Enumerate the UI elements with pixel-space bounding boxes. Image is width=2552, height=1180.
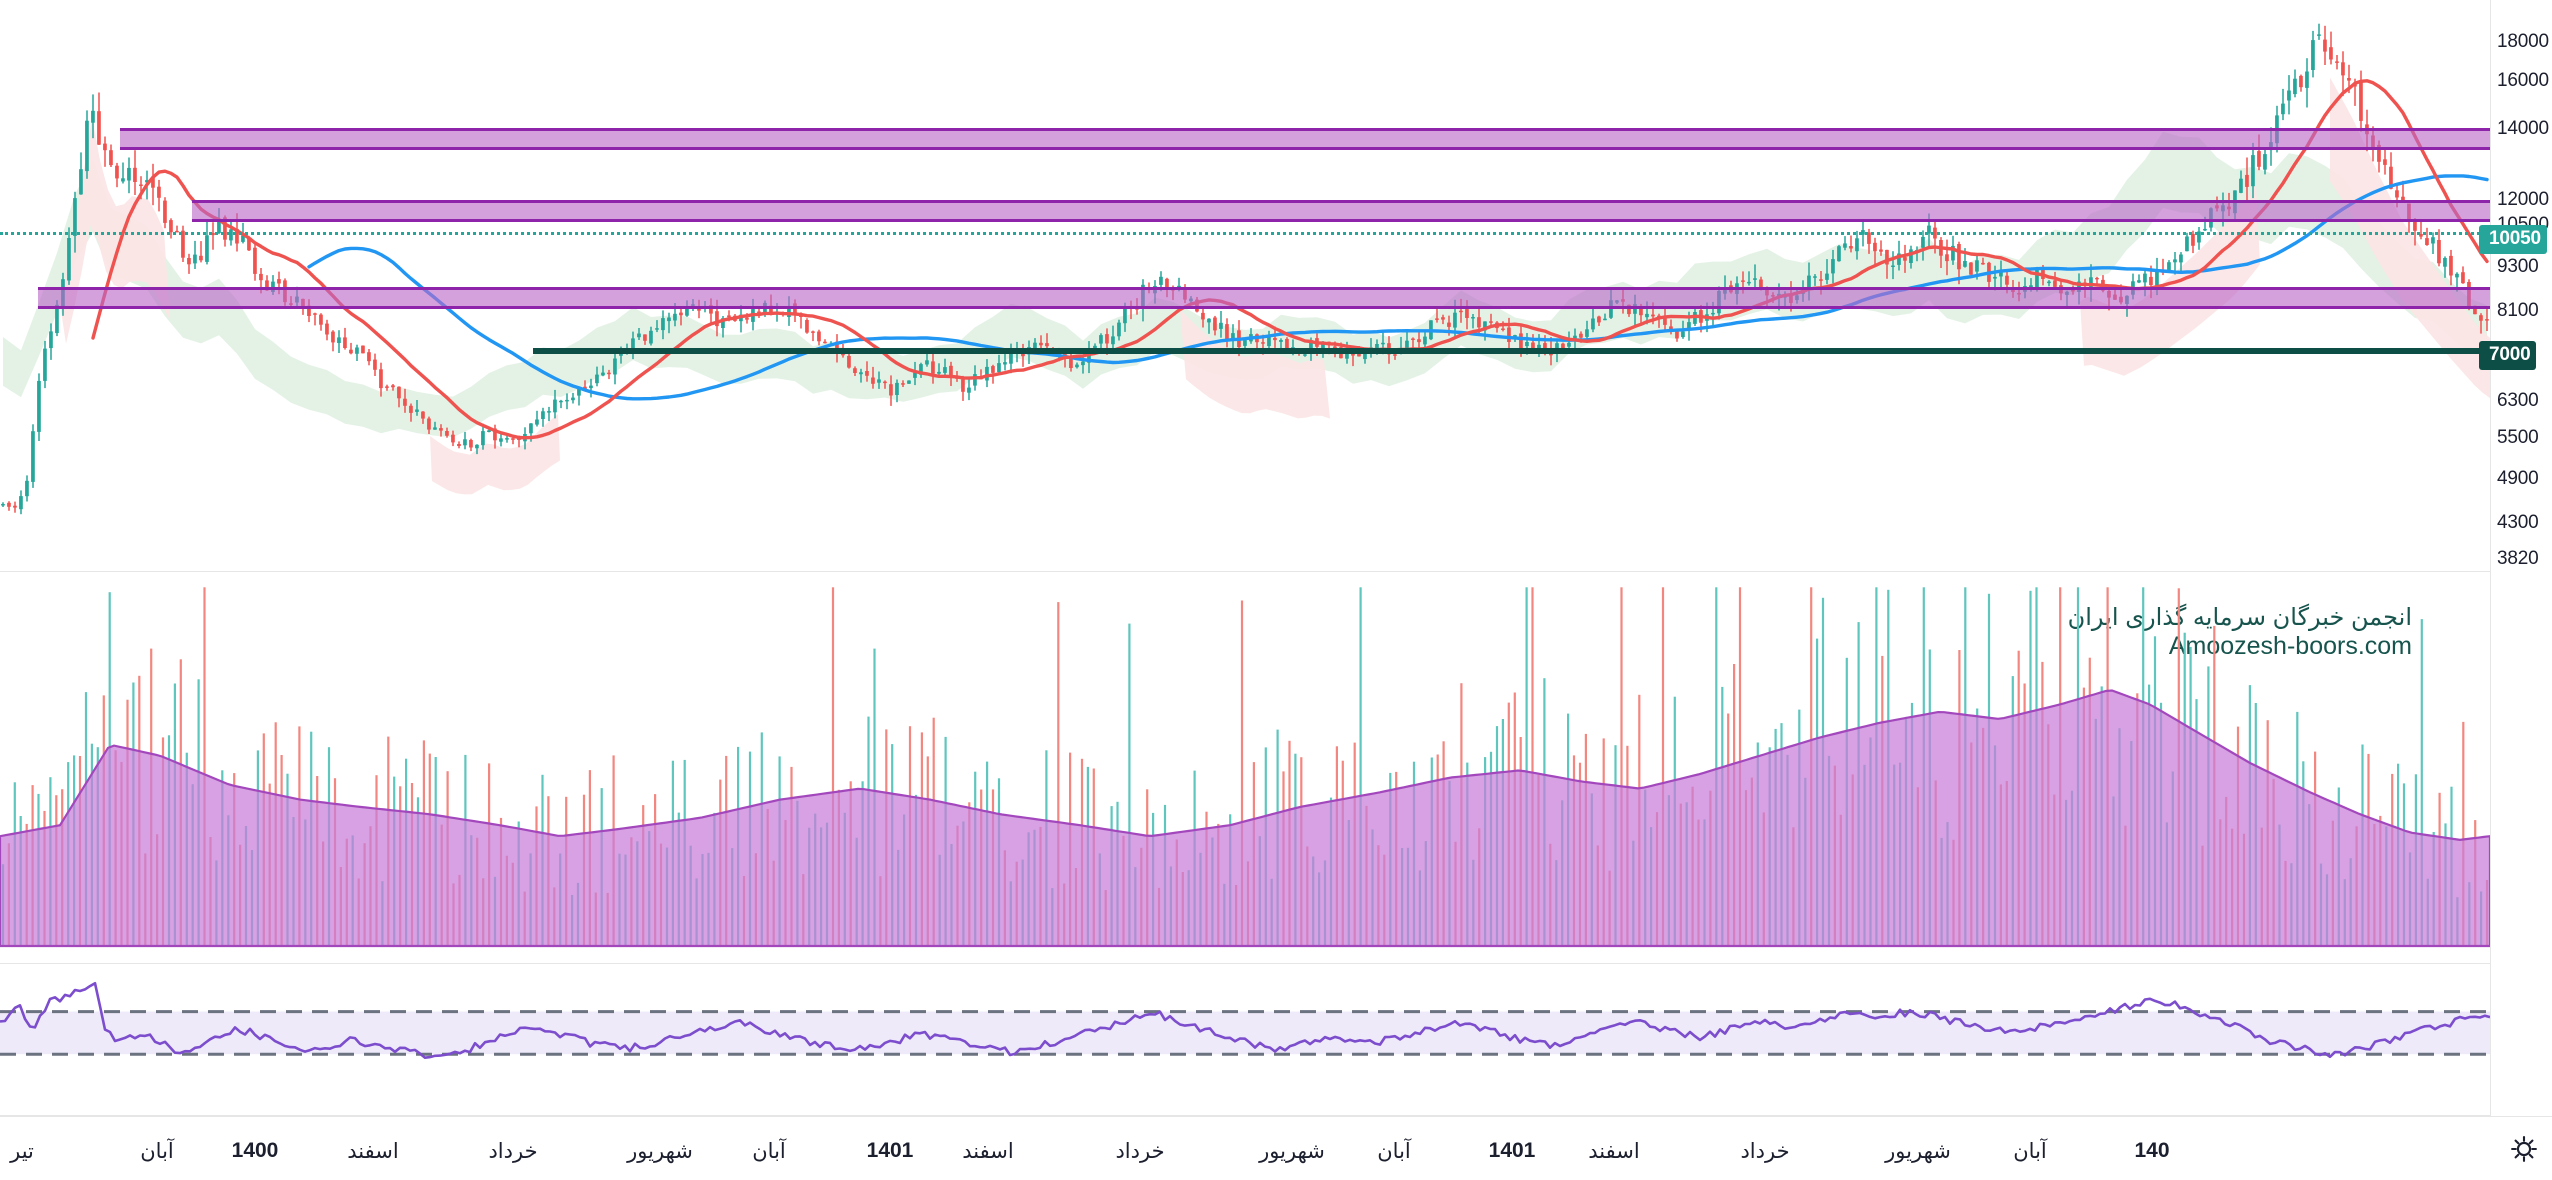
price-axis-tick: 16000 [2497, 70, 2549, 91]
time-axis[interactable]: تیر آبان 1400 اسفند خرداد شهریور آبان 1401 اسفند… [0, 1116, 2552, 1180]
price-axis-tick: 14000 [2497, 118, 2549, 139]
support-price-badge[interactable]: 7000 [2479, 341, 2537, 370]
pane-separator-2 [0, 963, 2552, 964]
gear-icon[interactable] [2510, 1135, 2538, 1163]
price-axis[interactable]: 1800016000140001200010500930081006300550… [2479, 0, 2552, 1140]
time-axis-tick: آبان [1377, 1140, 1411, 1163]
price-axis-tick: 4900 [2497, 468, 2539, 489]
time-axis-tick: اسفند [1588, 1140, 1640, 1163]
price-axis-tick: 18000 [2497, 31, 2549, 52]
time-axis-tick: اسفند [962, 1140, 1014, 1163]
time-axis-tick: خرداد [488, 1140, 538, 1163]
time-axis-tick: شهریور [627, 1140, 693, 1163]
resistance-zone-2[interactable] [192, 200, 2492, 222]
price-axis-tick: 4300 [2497, 512, 2539, 533]
last-price-badge[interactable]: 10050 [2479, 225, 2547, 254]
rsi-plot[interactable] [0, 965, 2490, 1115]
price-pane[interactable] [0, 0, 2490, 570]
last-price-dotted-line [0, 232, 2492, 235]
volume-pane[interactable] [0, 572, 2490, 962]
price-axis-tick: 3820 [2497, 548, 2539, 569]
time-axis-tick: شهریور [1259, 1140, 1325, 1163]
price-axis-tick: 8100 [2497, 300, 2539, 321]
support-zone-3[interactable] [38, 287, 2492, 309]
price-axis-tick: 6300 [2497, 390, 2539, 411]
time-axis-tick: تیر [10, 1140, 34, 1163]
pane-separator-3 [0, 1115, 2552, 1116]
time-axis-tick: اسفند [347, 1140, 399, 1163]
resistance-zone-1[interactable] [120, 128, 2492, 150]
time-axis-tick: شهریور [1885, 1140, 1951, 1163]
time-axis-tick: 1401 [1488, 1139, 1536, 1162]
time-axis-tick: خرداد [1115, 1140, 1165, 1163]
price-axis-tick: 12000 [2497, 189, 2549, 210]
time-axis-tick: آبان [752, 1140, 786, 1163]
price-axis-tick: 5500 [2497, 427, 2539, 448]
time-axis-tick: 140 [2134, 1139, 2170, 1162]
rsi-pane[interactable] [0, 965, 2490, 1115]
time-axis-tick: خرداد [1740, 1140, 1790, 1163]
time-axis-tick: آبان [2013, 1140, 2047, 1163]
pane-separator-1 [0, 571, 2552, 572]
time-axis-tick: 1401 [866, 1139, 914, 1162]
time-axis-tick: آبان [140, 1140, 174, 1163]
time-axis-tick: 1400 [231, 1139, 279, 1162]
price-axis-tick: 9300 [2497, 256, 2539, 277]
price-plot[interactable] [0, 0, 2490, 570]
volume-plot[interactable] [0, 572, 2490, 962]
support-line-7000[interactable] [533, 348, 2492, 354]
